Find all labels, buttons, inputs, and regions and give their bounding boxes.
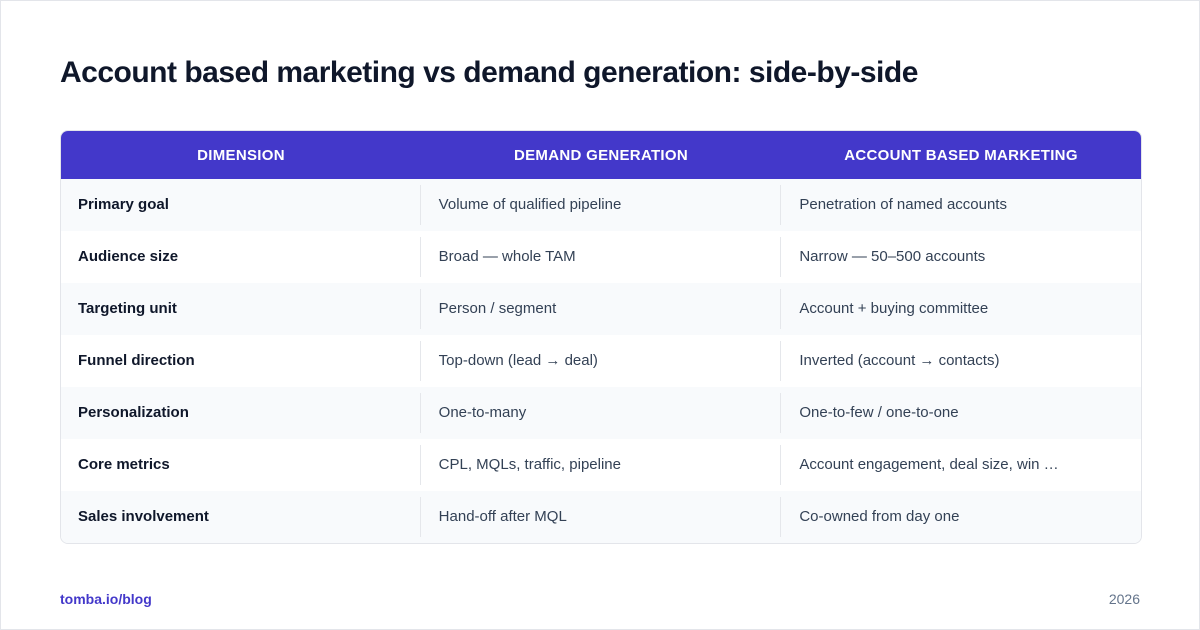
table-row: Personalization One-to-many One-to-few / o… — [61, 387, 1141, 439]
table-row: Sales involvement Hand-off after MQL Co-ow… — [61, 491, 1141, 543]
table-row: Core metrics CPL, MQLs, traffic, pipeline… — [61, 439, 1141, 491]
table-cell: Broad — whole TAM — [419, 237, 781, 277]
header-cell: DIMENSION — [197, 146, 285, 164]
table-row: Targeting unit Person / segment Account + … — [61, 283, 1141, 335]
table-cell: Co-owned from day one — [780, 497, 1141, 537]
table-row: Funnel direction Top-down (lead → deal) In… — [61, 335, 1141, 387]
table-cell: One-to-many — [419, 393, 781, 433]
table-cell: Funnel direction — [78, 352, 195, 369]
table-cell: Sales involvement — [78, 508, 209, 525]
table-cell: One-to-few / one-to-one — [780, 393, 1141, 433]
table-row: Primary goal Volume of qualified pipeline… — [61, 179, 1141, 231]
table-header: DIMENSION DEMAND GENERATION ACCOUNT BASED … — [61, 131, 1141, 179]
table-cell: Account + buying committee — [780, 289, 1141, 329]
table-cell: Top-down (lead → deal) — [419, 341, 781, 381]
table-cell: Volume of qualified pipeline — [419, 185, 781, 225]
table-cell: Personalization — [78, 404, 189, 421]
table-cell: Audience size — [78, 248, 179, 265]
table-cell: Narrow — 50–500 accounts — [780, 237, 1141, 277]
table-cell: Person / segment — [419, 289, 781, 329]
table-cell: Targeting unit — [78, 300, 177, 317]
table-cell: Core metrics — [78, 456, 170, 473]
table-cell: Penetration of named accounts — [780, 185, 1141, 225]
table-cell: Inverted (account → contacts) — [780, 341, 1141, 381]
header-cell: ACCOUNT BASED MARKETING — [844, 146, 1078, 164]
table-cell: Hand-off after MQL — [419, 497, 781, 537]
title: Account based marketing vs demand genera… — [60, 56, 918, 89]
source: tomba.io/blog — [60, 591, 152, 607]
table-cell: Account engagement, deal size, win … — [780, 445, 1141, 485]
year: 2026 — [1108, 591, 1140, 607]
header-cell: DEMAND GENERATION — [514, 146, 688, 164]
table-cell: Primary goal — [78, 196, 169, 213]
table-cell: CPL, MQLs, traffic, pipeline — [419, 445, 781, 485]
table-row: Audience size Broad — whole TAM Narrow — 5… — [61, 231, 1141, 283]
table-body: Primary goal Volume of qualified pipeline… — [61, 179, 1141, 543]
table: DIMENSION DEMAND GENERATION ACCOUNT BASED … — [60, 130, 1142, 544]
